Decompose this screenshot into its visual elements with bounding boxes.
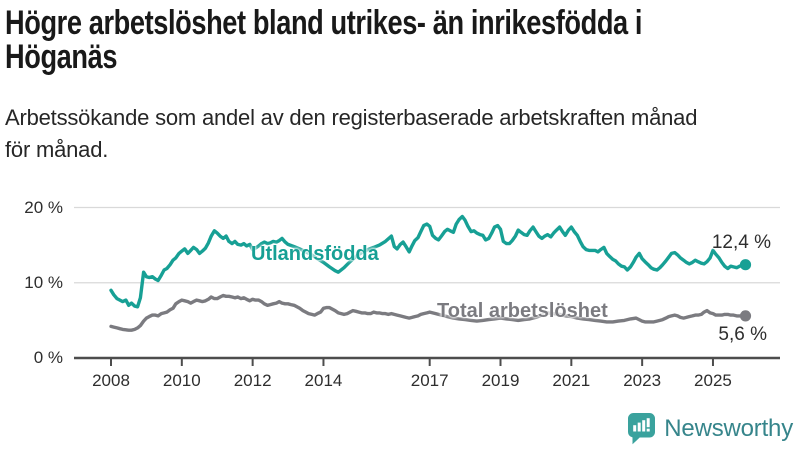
newsworthy-logo-text: Newsworthy (664, 414, 793, 442)
newsworthy-logo[interactable]: Newsworthy (627, 412, 793, 445)
x-tick-label-2008: 2008 (92, 371, 130, 390)
y-tick-label-20: 20 % (24, 197, 63, 217)
x-tick-label-2017: 2017 (410, 371, 449, 390)
page-title: Högre arbetslöshet bland utrikes- än inr… (5, 4, 643, 76)
x-tick-label-2023: 2023 (623, 371, 662, 390)
x-tick-label-2010: 2010 (162, 371, 201, 390)
x-tick-label-2012: 2012 (233, 371, 272, 390)
x-tick-label-2025: 2025 (694, 371, 732, 390)
chart-subtitle-line-2: för månad. (5, 137, 109, 162)
series-line-total (109, 293, 748, 332)
end-dot-total (739, 310, 752, 322)
chart-header: Högre arbetslöshet bland utrikes- än inr… (5, 4, 800, 162)
chart-subtitle: Arbetssökande som andel av den registerb… (5, 102, 697, 166)
series-line-utlandsfodda (109, 214, 748, 309)
newsworthy-speech-bubble-bar-chart-icon (628, 413, 656, 445)
end-dot-utlandsfodda (739, 259, 752, 271)
series-label-total-arbetsloshet: Total arbetslöshet (437, 300, 608, 322)
y-tick-label-10: 10 % (24, 272, 63, 292)
series-label-utlandsfodda: Utlandsfödda (251, 243, 379, 265)
end-value-label-total: 5,6 % (718, 324, 767, 345)
y-tick-label-0: 0 % (33, 348, 63, 367)
page-title-line-2: Höganäs (5, 38, 118, 76)
x-tick-label-2021: 2021 (552, 371, 591, 390)
x-tick-label-2019: 2019 (481, 371, 520, 390)
chart-subtitle-line-1: Arbetssökande som andel av den registerb… (5, 105, 698, 130)
page-title-line-1: Högre arbetslöshet bland utrikes- än inr… (5, 4, 643, 42)
x-tick-label-2014: 2014 (304, 371, 343, 390)
end-value-label-utlandsfodda: 12,4 % (711, 232, 771, 253)
